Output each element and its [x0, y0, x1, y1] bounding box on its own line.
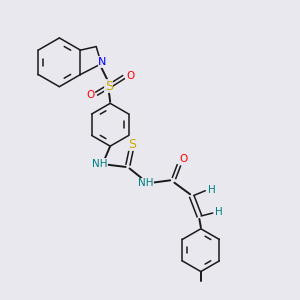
Text: S: S [105, 80, 113, 93]
Text: O: O [86, 90, 94, 100]
Text: O: O [126, 71, 134, 81]
Text: NH: NH [92, 159, 107, 169]
Text: H: H [215, 207, 223, 218]
Text: N: N [98, 57, 106, 67]
Text: S: S [128, 138, 136, 151]
Text: NH: NH [138, 178, 154, 188]
Text: H: H [208, 185, 216, 195]
Text: O: O [179, 154, 187, 164]
